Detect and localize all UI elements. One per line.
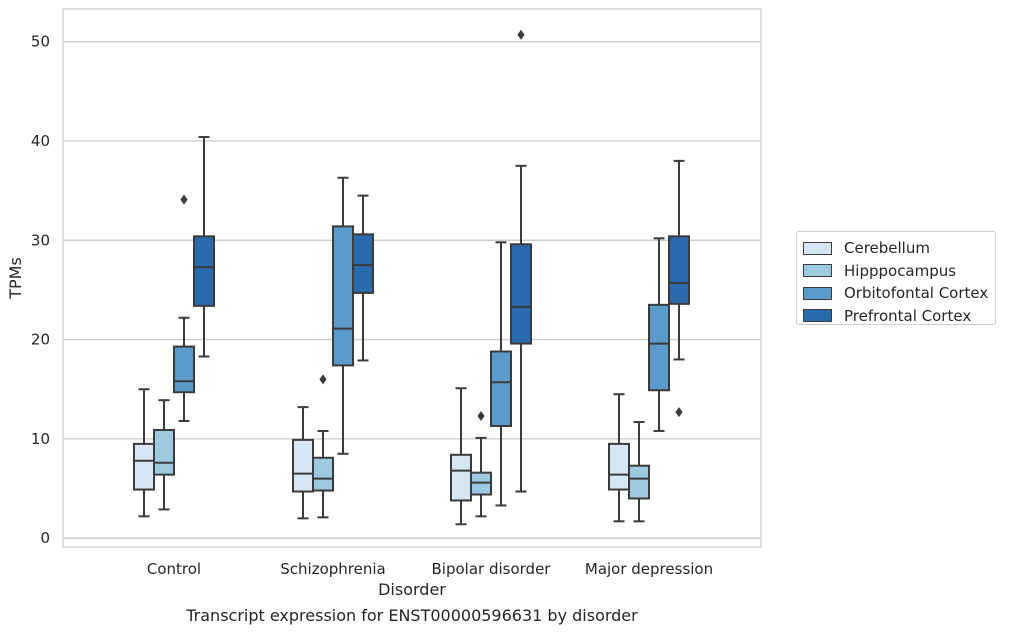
box-prefrontal-cortex [193, 136, 215, 358]
box-iqr [332, 225, 354, 367]
box-hipppocampus [470, 411, 492, 518]
box-cerebellum [608, 393, 630, 523]
legend-swatch [803, 286, 832, 300]
outlier-point [675, 407, 683, 418]
box-iqr [628, 464, 650, 500]
box-iqr [490, 350, 512, 427]
outlier-point [319, 374, 327, 385]
legend: Cerebellum Hipppocampus Orbitofontal Corte… [796, 231, 996, 325]
y-tick-label: 0 [40, 529, 50, 547]
y-axis-label: TPMs [6, 257, 25, 300]
box-iqr [193, 235, 215, 307]
box-iqr [133, 442, 155, 491]
axes: 0 10 20 30 40 50 Control Schizophrenia Bipolar d… [31, 33, 713, 578]
x-tick-label: Bipolar disorder [432, 560, 552, 578]
box-cerebellum [292, 406, 314, 520]
x-tick-label: Major depression [585, 560, 713, 578]
y-tick-label: 10 [31, 430, 50, 448]
plot-frame [62, 8, 762, 548]
legend-label: Orbitofontal Cortex [844, 284, 989, 303]
box-orbitofontal-cortex [173, 194, 195, 423]
box-iqr [510, 243, 532, 345]
legend-item: Cerebellum [803, 237, 995, 260]
box-iqr [668, 235, 690, 305]
box-hipppocampus [153, 399, 175, 511]
legend-swatch [803, 241, 832, 255]
box-prefrontal-cortex [668, 159, 690, 418]
legend-swatch [803, 309, 832, 323]
box-series [133, 29, 690, 526]
legend-item: Prefrontal Cortex [803, 305, 995, 328]
box-orbitofontal-cortex [490, 241, 512, 507]
box-iqr [450, 453, 472, 502]
chart-caption: Transcript expression for ENST0000059663… [186, 606, 638, 625]
box-prefrontal-cortex [352, 194, 374, 362]
y-tick-label: 30 [31, 231, 50, 249]
legend-swatch [803, 264, 832, 278]
legend-label: Prefrontal Cortex [844, 306, 972, 325]
box-cerebellum [450, 387, 472, 526]
x-tick-label: Control [147, 560, 201, 578]
box-iqr [312, 456, 334, 492]
box-cerebellum [133, 388, 155, 518]
legend-label: Hipppocampus [844, 261, 957, 280]
y-tick-label: 20 [31, 331, 50, 349]
box-iqr [352, 233, 374, 294]
y-tick-label: 50 [31, 33, 50, 51]
box-orbitofontal-cortex [648, 237, 670, 432]
box-prefrontal-cortex [510, 29, 532, 493]
box-hipppocampus [312, 374, 334, 519]
legend-item: Hipppocampus [803, 260, 995, 283]
box-iqr [153, 428, 175, 476]
box-iqr [292, 438, 314, 493]
outlier-point [517, 29, 525, 40]
outlier-point [477, 411, 485, 422]
y-tick-label: 40 [31, 132, 50, 150]
box-iqr [173, 345, 195, 394]
box-orbitofontal-cortex [332, 176, 354, 455]
legend-label: Cerebellum [844, 239, 930, 258]
x-tick-label: Schizophrenia [280, 560, 385, 578]
grid-lines [63, 41, 761, 539]
x-axis-label: Disorder [378, 580, 446, 599]
box-iqr [608, 442, 630, 491]
box-iqr [648, 303, 670, 392]
legend-item: Orbitofontal Cortex [803, 282, 995, 305]
outlier-point [180, 194, 188, 205]
box-hipppocampus [628, 421, 650, 523]
